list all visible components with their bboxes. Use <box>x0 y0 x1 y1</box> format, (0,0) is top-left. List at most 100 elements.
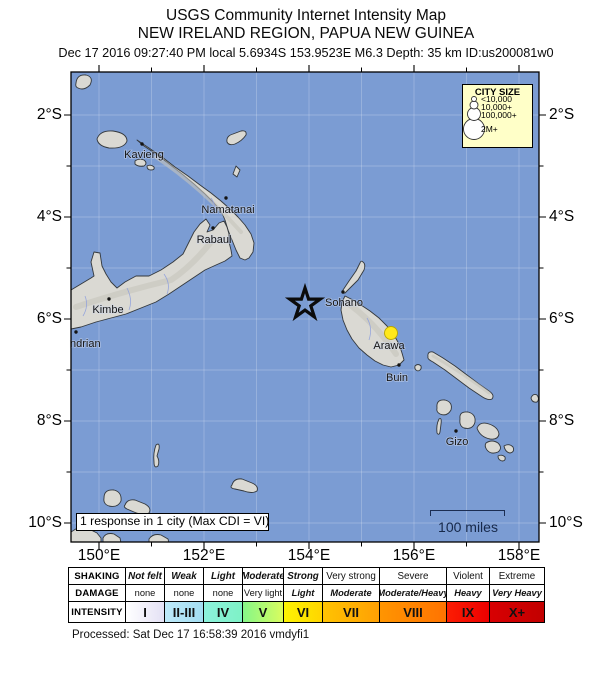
terrain-shade-new-ireland <box>154 155 243 234</box>
city-dot-kavieng <box>140 142 144 146</box>
island-vella-lavella <box>436 399 452 416</box>
shaking-cell-2: Weak <box>165 568 204 585</box>
response-note-box: 1 response in 1 city (Max CDI = VI) <box>76 513 269 531</box>
damage-cell-8: Heavy <box>447 585 490 602</box>
epicenter-star <box>284 282 326 322</box>
intensity-cell-7: VIII <box>380 602 447 622</box>
island-new-georgia-b <box>484 440 501 454</box>
lat-label-right-6s: 6°S <box>549 310 575 327</box>
city-dot-gizo <box>454 429 458 433</box>
island-new-hanover <box>96 130 128 149</box>
felt-report-dot-arawa <box>384 326 398 340</box>
intensity-cell-3: IV <box>204 602 243 622</box>
city-size-legend: CITY SIZE <10,000 10,000+ 100,000+ 2M+ <box>462 84 533 148</box>
lat-label-left-4s: 4°S <box>36 208 62 225</box>
axis-minor-ticks <box>66 67 544 547</box>
river-new-britain-a <box>82 295 87 317</box>
lat-label-left-2s: 2°S <box>36 106 62 123</box>
intensity-cell-5: VI <box>284 602 323 622</box>
intensity-cell-9: X+ <box>490 602 544 622</box>
city-label-buin: Buin <box>386 372 408 384</box>
shaking-cell-6: Very strong <box>323 568 380 585</box>
city-size-circles <box>463 96 485 140</box>
shaking-cell-3: Light <box>204 568 243 585</box>
city-dot-ndrian <box>74 330 78 334</box>
city-size-entry-2m: 2M+ <box>481 124 498 134</box>
river-bougainville <box>366 317 371 341</box>
city-label-gizo: Gizo <box>446 436 469 448</box>
axis-major-ticks <box>64 65 546 549</box>
shaking-cell-4: Moderate <box>243 568 284 585</box>
island-kolombangara <box>459 411 476 429</box>
damage-cell-7: Moderate/Heavy <box>380 585 447 602</box>
city-dot-kimbe <box>107 297 111 301</box>
lat-label-left-6s: 6°S <box>36 310 62 327</box>
island-bottom-corner-b <box>102 533 122 542</box>
island-tabar-group <box>226 130 247 146</box>
ocean <box>71 72 539 542</box>
island-tail <box>230 478 258 493</box>
island-right-edge-islet <box>530 393 539 403</box>
response-note-text: 1 response in 1 city (Max CDI = VI) <box>80 514 270 528</box>
city-label-rabaul: Rabaul <box>197 234 232 246</box>
terrain-shade-bougainville <box>346 301 399 357</box>
lat-label-right-4s: 4°S <box>549 208 575 225</box>
terrain-shade-choiseul <box>431 354 491 395</box>
island-new-britain <box>71 218 233 330</box>
shaking-cell-9: Extreme <box>490 568 544 585</box>
river-new-britain-c <box>163 273 169 295</box>
shaking-cell-7: Severe <box>380 568 447 585</box>
damage-cell-3: none <box>204 585 243 602</box>
river-new-ireland <box>210 197 215 215</box>
damage-cell-4: Very light <box>243 585 284 602</box>
city-size-entry-100k: 100,000+ <box>481 110 517 120</box>
event-info: Dec 17 2016 09:27:40 PM local 5.6934S 15… <box>58 46 554 60</box>
city-label-arawa: Arawa <box>373 340 405 352</box>
island-new-georgia-d <box>497 454 506 462</box>
row-header-intensity: INTENSITY <box>69 602 126 622</box>
row-header-shaking: SHAKING <box>69 568 126 585</box>
row-header-damage: DAMAGE <box>69 585 126 602</box>
lat-label-right-2s: 2°S <box>549 106 575 123</box>
damage-cell-9: Very Heavy <box>490 585 544 602</box>
intensity-legend-table: SHAKING Not felt Weak Light Moderate Str… <box>68 567 545 623</box>
processed-timestamp: Processed: Sat Dec 17 16:58:39 2016 vmdy… <box>72 629 310 641</box>
terrain-shade-new-britain <box>73 239 214 310</box>
city-label-kimbe: Kimbe <box>92 304 123 316</box>
island-gizo-sliver <box>436 418 442 435</box>
map-canvas: Kavieng Namatanai Rabaul Kimbe ndrian So… <box>64 65 546 549</box>
lon-label-152e: 152°E <box>182 547 226 564</box>
shaking-cell-1: Not felt <box>126 568 165 585</box>
island-kavieng-islet-a <box>134 158 147 167</box>
shaking-cell-8: Violent <box>447 568 490 585</box>
lat-label-left-8s: 8°S <box>36 412 62 429</box>
island-kavieng-islet-b <box>146 164 155 171</box>
island-northwest-islet <box>75 74 92 90</box>
shaking-cell-5: Strong <box>284 568 323 585</box>
city-label-namatanai: Namatanai <box>201 204 254 216</box>
region-title: NEW IRELAND REGION, PAPUA NEW GUINEA <box>137 25 475 42</box>
intensity-cell-6: VII <box>323 602 380 622</box>
city-size-entry-lt10k: <10,000 <box>481 94 512 104</box>
island-lihir <box>232 165 241 178</box>
city-dot-rabaul <box>211 226 215 230</box>
island-bottomleft-round <box>103 489 122 507</box>
intensity-cell-1: I <box>126 602 165 622</box>
damage-cell-6: Moderate <box>323 585 380 602</box>
city-size-circle-10k <box>469 100 479 110</box>
lat-label-right-10s: 10°S <box>549 514 583 531</box>
city-size-legend-title: CITY SIZE <box>474 87 521 98</box>
lon-label-150e: 150°E <box>77 547 121 564</box>
map-frame <box>70 71 540 543</box>
intensity-cell-2: II-III <box>165 602 204 622</box>
city-label-sohano: Sohano <box>325 297 363 309</box>
city-size-entry-10k: 10,000+ <box>481 102 512 112</box>
city-dot-namatanai <box>224 196 228 200</box>
intensity-cell-4: V <box>243 602 284 622</box>
city-dot-buin <box>397 363 401 367</box>
island-hook-islet <box>153 443 160 468</box>
lon-label-156e: 156°E <box>392 547 436 564</box>
lon-label-158e: 158°E <box>497 547 541 564</box>
lon-label-154e: 154°E <box>287 547 331 564</box>
